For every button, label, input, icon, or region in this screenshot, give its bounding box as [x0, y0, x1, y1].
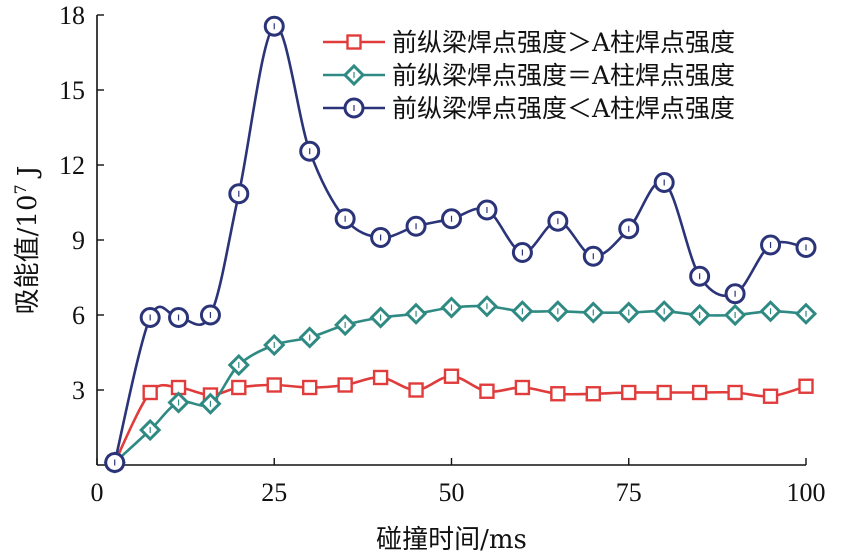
- legend-item: 前纵梁焊点强度＝A柱焊点强度: [323, 61, 735, 90]
- y-tick-label: 3: [72, 376, 85, 405]
- data-point: [337, 377, 353, 393]
- data-point: [656, 384, 672, 401]
- data-point: [691, 384, 708, 401]
- x-tick-label: 50: [439, 478, 465, 507]
- data-point: [372, 369, 389, 386]
- y-tick-label: 9: [72, 226, 85, 255]
- x-tick-label: 100: [787, 478, 826, 507]
- data-point: [443, 368, 460, 384]
- data-point: [727, 384, 743, 401]
- data-point: [142, 384, 158, 401]
- x-tick-label: 25: [261, 478, 287, 507]
- series-3: [104, 15, 817, 473]
- y-axis-title-unit: J: [13, 166, 43, 185]
- y-axis-title: 吸能值/107 J: [11, 166, 43, 315]
- x-tick-label: 75: [616, 478, 642, 507]
- data-point: [621, 384, 637, 401]
- legend-label: 前纵梁焊点强度＞A柱焊点强度: [392, 28, 735, 57]
- legend-item: 前纵梁焊点强度＜A柱焊点强度: [323, 94, 735, 123]
- legend-item: 前纵梁焊点强度＞A柱焊点强度: [323, 28, 735, 57]
- data-point: [762, 388, 779, 404]
- legend-marker: [346, 34, 362, 50]
- legend: 前纵梁焊点强度＞A柱焊点强度前纵梁焊点强度＝A柱焊点强度前纵梁焊点强度＜A柱焊点…: [323, 28, 735, 123]
- data-point: [479, 383, 495, 399]
- series-line: [113, 304, 807, 464]
- y-axis-title-main: 吸能值/10: [13, 195, 43, 315]
- y-axis-title-exponent: 7: [11, 184, 30, 194]
- y-tick-label: 18: [59, 1, 85, 30]
- legend-label: 前纵梁焊点强度＜A柱焊点强度: [392, 94, 735, 123]
- legend-label: 前纵梁焊点强度＝A柱焊点强度: [392, 61, 735, 90]
- y-tick-label: 12: [59, 151, 85, 180]
- x-axis-title: 碰撞时间/ms: [376, 525, 527, 555]
- data-point: [266, 377, 282, 393]
- y-tick-label: 15: [59, 76, 85, 105]
- data-point: [231, 379, 247, 396]
- data-point: [798, 378, 814, 394]
- y-tick-label: 6: [72, 301, 85, 330]
- data-point: [302, 379, 318, 396]
- x-tick-label: 0: [91, 478, 104, 507]
- data-point: [514, 379, 531, 396]
- data-point: [585, 386, 601, 402]
- data-point: [408, 382, 424, 398]
- series-1: [107, 368, 814, 471]
- data-point: [550, 386, 566, 402]
